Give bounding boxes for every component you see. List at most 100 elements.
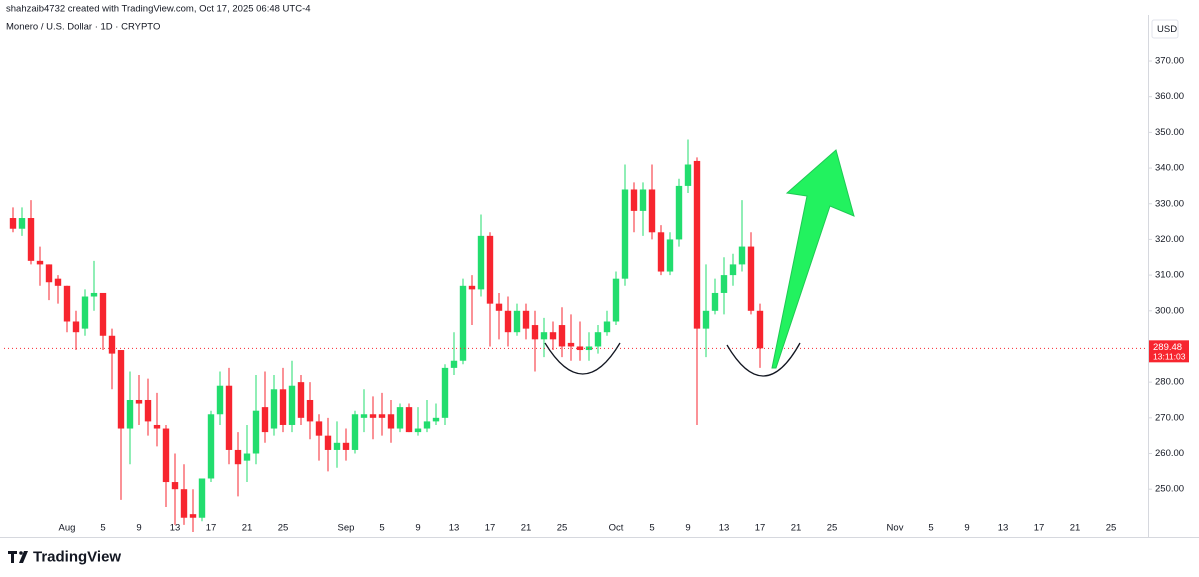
candle-body	[639, 189, 647, 211]
currency: USD	[1157, 24, 1177, 35]
y-tick-label: 270.00	[1155, 412, 1184, 423]
y-tick-label: 370.00	[1155, 56, 1184, 67]
candle-body	[81, 296, 89, 329]
candle-body	[279, 389, 287, 425]
x-tick-label: 13	[998, 523, 1009, 534]
candle-body	[414, 428, 422, 433]
candle-body	[288, 385, 296, 425]
candle-body	[180, 489, 188, 518]
candle-body	[63, 285, 71, 322]
candle-body	[468, 285, 476, 290]
candle-body	[45, 264, 53, 283]
candle-body	[486, 235, 494, 304]
candle-body	[630, 189, 638, 211]
candle-body	[459, 285, 467, 361]
candle-body	[594, 332, 602, 347]
x-tick-label: 5	[379, 523, 384, 534]
x-tick-label: 9	[136, 523, 141, 534]
candle-body	[171, 482, 179, 490]
x-tick-label: Aug	[59, 523, 76, 534]
candle-body	[216, 385, 224, 415]
currency-box	[1151, 19, 1179, 39]
candle-body	[441, 367, 449, 418]
y-tick-label: 320.00	[1155, 234, 1184, 245]
candle-body	[333, 442, 341, 450]
candle-body	[234, 449, 242, 465]
x-tick-label: 13	[170, 523, 181, 534]
candle-body	[657, 232, 665, 272]
candle-body	[387, 414, 395, 429]
candle-body	[675, 185, 683, 240]
x-tick-label: 9	[415, 523, 420, 534]
candle-body	[153, 424, 161, 429]
countdown-label: 13:11:03	[1153, 352, 1186, 362]
candle-body	[495, 303, 503, 311]
logo-icon	[19, 551, 23, 555]
x-tick-label: 13	[719, 523, 730, 534]
candle-body	[225, 385, 233, 450]
x-tick-label: 13	[449, 523, 460, 534]
footer-brand: TradingView	[33, 548, 121, 565]
candle-body	[747, 246, 755, 311]
candle-body	[135, 399, 143, 404]
candle-body	[432, 417, 440, 422]
candle-body	[729, 264, 737, 276]
candle-body	[54, 278, 62, 286]
candle-body	[342, 442, 350, 450]
marks: 250.00260.00270.00280.00290.00300.00310.…	[4, 56, 1189, 534]
chart-title: Monero / U.S. Dollar · 1D · CRYPTO	[6, 22, 160, 33]
candle-body	[504, 310, 512, 333]
candle-body	[531, 325, 539, 340]
logo	[8, 551, 28, 563]
x-tick-label: 21	[791, 523, 802, 534]
y-tick-label: 310.00	[1155, 270, 1184, 281]
candle-body	[702, 310, 710, 329]
candle-body	[351, 414, 359, 450]
candle-body	[126, 399, 134, 429]
candle-body	[477, 235, 485, 290]
x-tick-label: 17	[1034, 523, 1045, 534]
candle-body	[99, 292, 107, 336]
x-tick-label: 21	[521, 523, 532, 534]
x-tick-label: Nov	[887, 523, 904, 534]
x-tick-label: 21	[242, 523, 253, 534]
x-tick-label: 17	[755, 523, 766, 534]
candle-body	[558, 325, 566, 347]
candle-body	[666, 239, 674, 272]
arrow-annotation	[771, 149, 855, 369]
arc-annotation	[726, 342, 801, 377]
candle-body	[522, 310, 530, 329]
candle-body	[324, 435, 332, 450]
candle-body	[270, 389, 278, 429]
candle-body	[117, 350, 125, 429]
candle-body	[684, 164, 692, 186]
x-tick-label: 25	[278, 523, 289, 534]
x-tick-label: 17	[206, 523, 217, 534]
candle-body	[756, 310, 764, 349]
candle-body	[738, 246, 746, 265]
candle-body	[189, 514, 197, 518]
x-tick-label: 5	[100, 523, 105, 534]
x-tick-label: 17	[485, 523, 496, 534]
candle-body	[144, 399, 152, 422]
x-tick-label: Oct	[609, 523, 624, 534]
candle-body	[252, 410, 260, 454]
candle-body	[90, 292, 98, 297]
candle-body	[567, 342, 575, 347]
candle-body	[369, 414, 377, 418]
candle-body	[315, 421, 323, 436]
y-tick-label: 280.00	[1155, 377, 1184, 388]
candle-body	[27, 218, 35, 261]
candle-body	[693, 160, 701, 329]
candle-body	[306, 399, 314, 422]
candle-body	[198, 478, 206, 518]
candle-body	[108, 335, 116, 354]
last-price-box	[1149, 340, 1189, 363]
candle-body	[36, 260, 44, 265]
candle-body	[162, 428, 170, 483]
candle-body	[720, 275, 728, 293]
y-tick-label: 260.00	[1155, 448, 1184, 459]
y-tick-label: 360.00	[1155, 91, 1184, 102]
